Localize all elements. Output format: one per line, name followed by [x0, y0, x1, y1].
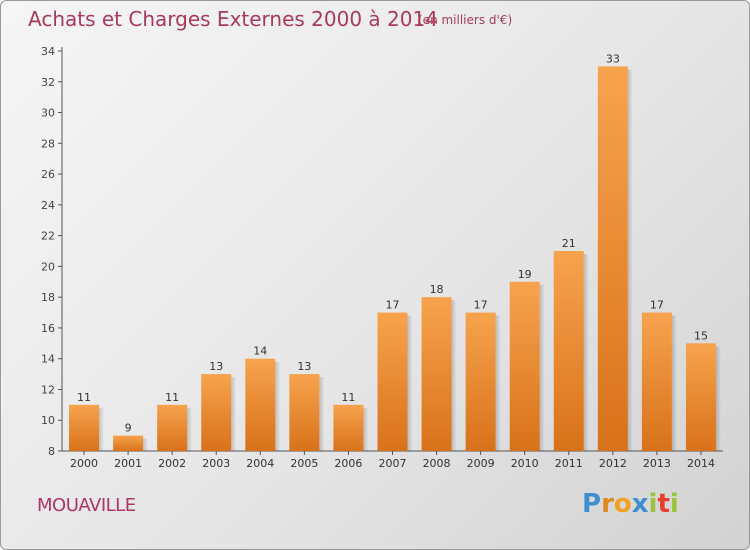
x-tick-label: 2008 [423, 457, 451, 470]
y-tick-label: 16 [41, 322, 55, 335]
x-tick-label: 2013 [643, 457, 671, 470]
bar-shadow [143, 438, 149, 451]
bars [69, 66, 721, 451]
data-label: 11 [77, 391, 91, 404]
bar-shadow [187, 407, 193, 451]
bar-shadow [583, 254, 589, 451]
x-tick-label: 2011 [555, 457, 583, 470]
y-tick-label: 12 [41, 383, 55, 396]
x-tick-label: 2014 [687, 457, 715, 470]
data-label: 17 [474, 299, 488, 312]
bar-shadow [319, 377, 325, 451]
labels: 2000 11 2001 9 2002 11 2003 13 2004 14 2005 13 2006 1… [70, 52, 715, 470]
x-tick-label: 2005 [290, 457, 318, 470]
x-tick-label: 2003 [202, 457, 230, 470]
bar [333, 404, 364, 451]
logo-letter: i [648, 489, 658, 519]
commune-name: MOUAVILLE [37, 495, 136, 516]
x-tick-label: 2004 [246, 457, 274, 470]
data-label: 19 [518, 268, 532, 281]
logo-letter: x [631, 489, 649, 519]
chart-title: Achats et Charges Externes 2000 à 2014 [28, 7, 438, 31]
x-tick-label: 2007 [379, 457, 407, 470]
bar [509, 281, 540, 451]
bar [113, 435, 144, 451]
data-label: 17 [386, 299, 400, 312]
bar [641, 312, 672, 451]
y-tick-label: 14 [41, 353, 55, 366]
chart-subtitle: (en milliers d'€) [418, 13, 513, 27]
bar [157, 404, 188, 451]
bar [597, 66, 628, 451]
logo-letter: P [582, 489, 602, 519]
y-tick-label: 22 [41, 230, 55, 243]
bar [245, 358, 276, 451]
bar [69, 404, 100, 451]
data-label: 13 [297, 360, 311, 373]
y-tick-label: 8 [48, 445, 55, 458]
bar-shadow [539, 284, 545, 451]
data-label: 11 [341, 391, 355, 404]
bar [553, 251, 584, 451]
data-label: 14 [253, 345, 267, 358]
data-label: 17 [650, 299, 664, 312]
bar [685, 343, 716, 451]
logo-letter: o [613, 489, 632, 519]
x-tick-label: 2009 [467, 457, 495, 470]
y-tick-label: 20 [41, 260, 55, 273]
bar-shadow [99, 407, 105, 451]
logo-letter: i [669, 489, 679, 519]
y-tick-label: 10 [41, 414, 55, 427]
data-label: 18 [430, 283, 444, 296]
bar-shadow [627, 69, 633, 451]
y-tick-label: 18 [41, 291, 55, 304]
data-label: 21 [562, 237, 576, 250]
y-tick-label: 28 [41, 137, 55, 150]
x-tick-label: 2001 [114, 457, 142, 470]
y-tick-label: 24 [41, 199, 55, 212]
y-tick-label: 34 [41, 45, 55, 58]
bar-shadow [495, 315, 501, 451]
data-label: 33 [606, 52, 620, 65]
bar-shadow [451, 300, 457, 451]
data-label: 11 [165, 391, 179, 404]
data-label: 9 [125, 422, 132, 435]
bar-shadow [275, 361, 281, 451]
x-tick-label: 2012 [599, 457, 627, 470]
logo-letter: t [657, 489, 670, 519]
bar [289, 374, 320, 451]
y-tick-label: 32 [41, 76, 55, 89]
bar-shadow [407, 315, 413, 451]
bar [421, 297, 452, 451]
bar-shadow [671, 315, 677, 451]
data-label: 13 [209, 360, 223, 373]
bar-shadow [363, 407, 369, 451]
bar-shadow [231, 377, 237, 451]
logo-letter: r [601, 489, 614, 519]
x-tick-label: 2002 [158, 457, 186, 470]
bar [377, 312, 408, 451]
x-tick-label: 2000 [70, 457, 98, 470]
x-tick-label: 2010 [511, 457, 539, 470]
y-tick-label: 26 [41, 168, 55, 181]
proxiti-logo: Proxiti [582, 489, 679, 519]
bar-shadow [715, 346, 721, 451]
y-tick-label: 30 [41, 107, 55, 120]
data-label: 15 [694, 329, 708, 342]
bar [465, 312, 496, 451]
bar [201, 374, 232, 451]
x-tick-label: 2006 [334, 457, 362, 470]
